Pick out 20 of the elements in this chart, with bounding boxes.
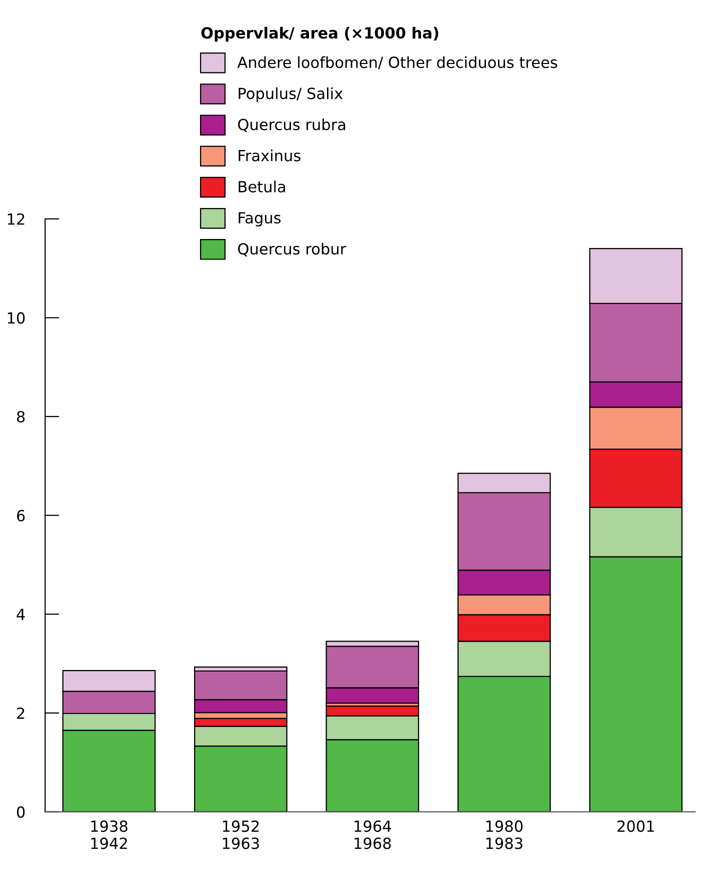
legend-label: Fagus: [238, 212, 281, 227]
legend-label: Quercus robur: [238, 242, 346, 256]
x-tick-label: 2001: [618, 820, 654, 832]
legend-label: Andere loofbomen/ Other deciduous trees: [237, 56, 558, 70]
legend-label: Fraxinus: [238, 150, 300, 162]
y-tick-label: 4: [16, 608, 25, 620]
y-tick-label: 12: [8, 213, 24, 225]
legend-label: Populus/ Salix: [238, 87, 343, 102]
x-tick-label: 1964 1968: [354, 820, 392, 850]
y-tick-label: 2: [17, 707, 24, 719]
y-tick-label: 0: [16, 806, 25, 818]
legend-title: Oppervlak/ area (×1000 ha): [201, 26, 438, 42]
y-tick-label: 10: [8, 312, 25, 324]
y-tick-label: 6: [17, 510, 25, 522]
legend-label: Betula: [238, 180, 286, 192]
y-tick-label: 8: [16, 410, 25, 423]
x-tick-label: 1938 1942: [91, 820, 128, 850]
legend-label: Quercus rubra: [238, 118, 346, 132]
x-tick-label: 1952 1963: [222, 820, 259, 850]
x-tick-label: 1980 1983: [486, 820, 523, 850]
